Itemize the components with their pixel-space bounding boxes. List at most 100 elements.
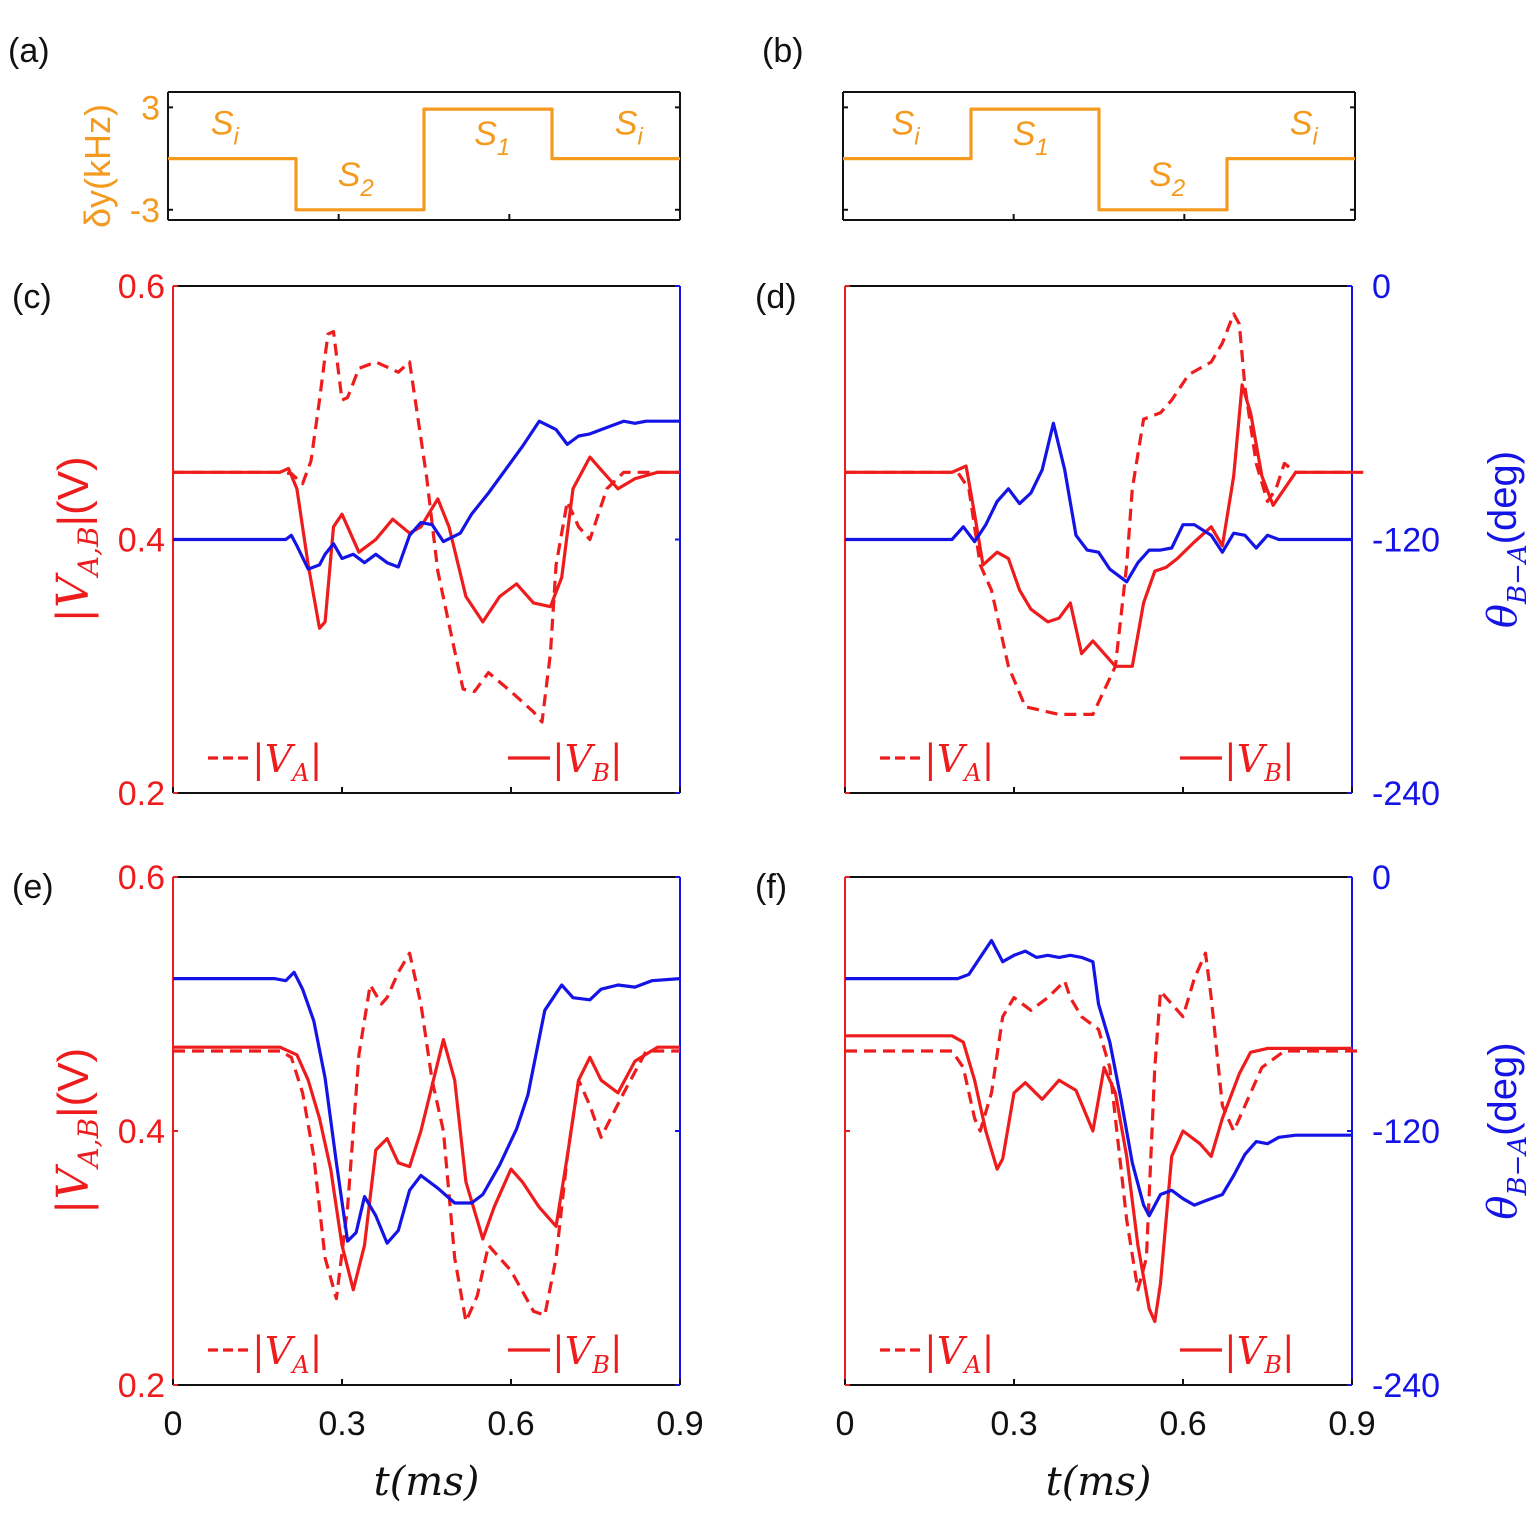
state-annotation-sub: i	[1312, 124, 1318, 151]
y-axis-label-sub: A,B	[72, 1118, 105, 1171]
legend-label-tail: |	[610, 1329, 623, 1373]
series-phase-line	[845, 421, 1352, 584]
legend-va-label: |VA|	[252, 1329, 322, 1379]
y-tick-label: 0.4	[118, 522, 165, 560]
series-detuning-line	[843, 107, 1355, 212]
legend-vb-label: |VB|	[552, 737, 623, 787]
y2-tick-label: -240	[1372, 1367, 1440, 1405]
y2-tick-label: -120	[1372, 522, 1440, 560]
legend-label-sub: A	[962, 1351, 981, 1379]
y-tick-label: 0.6	[118, 859, 165, 897]
y2-tick-label: 0	[1372, 268, 1391, 306]
state-annotation: S1	[1013, 115, 1049, 161]
state-annotation-sub: 1	[497, 134, 510, 161]
y-axis-label: |VA,B|(V)	[48, 1048, 105, 1214]
series-vb-line	[845, 383, 1352, 668]
legend-label-sub: B	[1263, 1351, 1282, 1379]
legend-label-main: |V	[552, 1329, 596, 1373]
legend-va-label: |VA|	[924, 1329, 994, 1379]
state-annotation-sub: i	[914, 124, 920, 151]
legend-label-tail: |	[1282, 1329, 1295, 1373]
legend-label-main: |V	[924, 1329, 968, 1373]
state-annotation-main: S	[1013, 115, 1036, 153]
series-detuning-line	[168, 107, 680, 212]
x-tick-label: 0.6	[487, 1405, 534, 1443]
y2-axis-label-sub: B−A	[1503, 544, 1533, 605]
y2-axis-label-tail: (deg)	[1481, 1042, 1525, 1135]
series-phase-line	[173, 419, 680, 571]
x-tick-label: 0.9	[656, 1405, 703, 1443]
y-tick-label: -3	[130, 192, 160, 230]
legend-label-main: |V	[1224, 1329, 1268, 1373]
state-annotation-main: S	[1290, 105, 1313, 143]
x-tick-label: 0	[836, 1405, 855, 1443]
series-vb-line	[845, 1034, 1352, 1324]
y2-tick-label: -240	[1372, 775, 1440, 813]
series-va-line	[173, 951, 680, 1324]
y2-axis-label-main: θ	[1480, 604, 1526, 628]
legend-label-sub: A	[962, 759, 981, 787]
state-annotation: S2	[1149, 156, 1185, 202]
legend-label-main: |V	[552, 737, 596, 781]
y-axis-label-sub: A,B	[72, 526, 105, 579]
state-annotation-main: S	[615, 105, 638, 143]
panel-label: (b)	[762, 32, 804, 70]
legend-label-main: |V	[252, 1329, 296, 1373]
y2-axis-label: θB−A(deg)	[1480, 451, 1533, 628]
y-tick-label: 0.6	[118, 268, 165, 306]
legend-vb-label: |VB|	[1224, 737, 1295, 787]
legend-label-main: |V	[252, 737, 296, 781]
state-annotation-sub: i	[234, 124, 240, 151]
series-phase-line	[173, 970, 681, 1245]
y2-tick-label: -120	[1372, 1113, 1440, 1151]
series-va-line	[845, 312, 1364, 716]
series-phase-line	[845, 938, 1352, 1218]
x-axis-label: t(ms)	[1046, 1459, 1152, 1505]
legend-label-tail: |	[310, 1329, 323, 1373]
legend-label-sub: B	[591, 1351, 610, 1379]
y-axis-label-tail: |(V)	[49, 1048, 98, 1118]
state-annotation: Si	[211, 105, 240, 151]
state-annotation: Si	[1290, 105, 1319, 151]
y-axis-label-main: |V	[48, 572, 99, 623]
legend-label-sub: A	[290, 759, 309, 787]
y2-axis-label-main: θ	[1480, 1195, 1526, 1219]
legend-label-tail: |	[610, 737, 623, 781]
y-tick-label: 0.4	[118, 1113, 165, 1151]
legend-label-tail: |	[310, 737, 323, 781]
state-annotation: S2	[338, 156, 374, 202]
x-tick-label: 0.3	[990, 1405, 1037, 1443]
legend-vb-label: |VB|	[1224, 1329, 1295, 1379]
legend-label-tail: |	[1282, 737, 1295, 781]
x-axis-label: t(ms)	[374, 1459, 480, 1505]
state-annotation-main: S	[474, 115, 497, 153]
y-tick-label: 0.2	[118, 1367, 165, 1405]
x-tick-label: 0.9	[1328, 1405, 1375, 1443]
y2-axis-label: θB−A(deg)	[1480, 1042, 1533, 1219]
state-annotation: S1	[474, 115, 510, 161]
y2-tick-label: 0	[1372, 859, 1391, 897]
panel-label: (f)	[755, 868, 787, 906]
state-annotation-main: S	[338, 156, 361, 194]
panel-label: (a)	[8, 32, 50, 70]
legend-label-tail: |	[982, 737, 995, 781]
panel-label: (c)	[12, 278, 52, 316]
state-annotation-sub: 2	[359, 175, 373, 202]
state-annotation-sub: 2	[1171, 175, 1185, 202]
panel-label: (d)	[755, 278, 797, 316]
panel-f: (f)0 0.3 0.6 0.9t(ms)0-120-240θB−A(deg)|VA|…	[755, 859, 1533, 1505]
legend-label-sub: A	[290, 1351, 309, 1379]
state-annotation: Si	[892, 105, 921, 151]
state-annotation-main: S	[211, 105, 234, 143]
panel-e: (e)0 0.3 0.6 0.9t(ms)0.60.40.2|VA,B|(V)|VA|…	[12, 859, 704, 1505]
state-annotation-sub: 1	[1035, 134, 1048, 161]
y-axis-label: δy(kHz)	[77, 104, 118, 228]
series-vb-line	[173, 1038, 680, 1292]
state-annotation-main: S	[1149, 156, 1172, 194]
legend-label-sub: B	[1263, 759, 1282, 787]
legend-label-tail: |	[982, 1329, 995, 1373]
